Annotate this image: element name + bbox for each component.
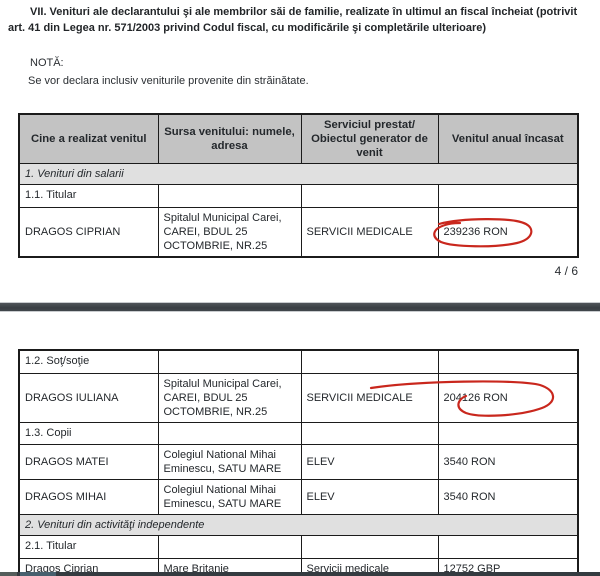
table-row: DRAGOS CIPRIAN Spitalul Municipal Carei, … [18,206,579,257]
note-text: Se vor declara inclusiv veniturile prove… [28,75,309,87]
table-cell [300,184,439,208]
scrollbar-thumb[interactable] [20,572,56,576]
note-label: NOTĂ: [30,57,64,69]
table-cell: 204126 RON [369,372,579,423]
table-cell: SERVICII MEDICALE [300,206,439,257]
table-cell: 2.1. Titular [18,535,159,559]
category-label: 1. Venituri din salarii [18,163,579,185]
category-label: 2. Venituri din activităţi independente [18,514,579,536]
table-cell [437,535,579,559]
table-header-row: Cine a realizat venitul Sursa venitului: … [18,113,579,164]
table-cell: 3540 RON [437,479,579,515]
table-cell: Colegiul National Mihai Eminescu, SATU M… [157,479,302,515]
scrollbar-edge [0,572,17,576]
category-row: 1. Venituri din salarii [18,163,579,185]
table-cell: 1.3. Copii [18,421,159,445]
column-header: Cine a realizat venitul [18,113,159,164]
table-cell [157,184,302,208]
table-cell: 3540 RON [437,444,579,480]
column-header: Sursa venitului: numele, adresa [157,113,302,164]
table-row: DRAGOS MIHAI Colegiul National Mihai Emin… [18,479,579,515]
table-cell: Servicii medicale [300,557,439,576]
table-cell: DRAGOS CIPRIAN [18,206,159,257]
table-cell: DRAGOS MIHAI [18,479,159,515]
table-cell: Dragos Ciprian [18,557,159,576]
table-cell: ELEV [300,479,439,515]
table-row: 1.3. Copii [18,421,579,445]
table-cell: ELEV [300,444,439,480]
section-vii-heading: VII. Venituri ale declarantului şi ale m… [8,6,578,34]
bottom-scrollbar[interactable] [0,572,600,576]
table-cell: Colegiul National Mihai Eminescu, SATU M… [157,444,302,480]
table-cell [157,421,302,445]
table-cell [437,184,579,208]
table-row: 1.1. Titular [18,184,579,208]
income-table-page4: Cine a realizat venitul Sursa venitului: … [18,113,579,258]
circled-amount: 239236 RON [432,217,532,247]
table-cell [300,421,439,445]
table-cell [157,535,302,559]
table-cell [437,349,579,374]
table-cell [157,349,302,374]
table-cell: 1.1. Titular [18,184,159,208]
table-row: Dragos Ciprian Mare Britanie Servicii medi… [18,557,579,576]
circled-amount: 204126 RON [369,379,554,417]
table-cell [300,349,439,374]
table-cell [437,421,579,445]
table-cell: Mare Britanie [157,557,302,576]
income-table-page5: 1.2. Soţ/soţie DRAGOS IULIANA Spitalul Mun… [18,349,579,576]
table-cell: 239236 RON [432,206,579,257]
table-cell: DRAGOS IULIANA [18,372,159,423]
table-row: DRAGOS MATEI Colegiul National Mihai Emin… [18,444,579,480]
table-row: 1.2. Soţ/soţie [18,349,579,374]
table-cell: Spitalul Municipal Carei, CAREI, BDUL 25… [157,372,302,423]
page-separator [0,302,600,312]
column-header: Venitul anual încasat [437,113,579,164]
table-cell: Spitalul Municipal Carei, CAREI, BDUL 25… [157,206,302,257]
table-cell: 12752 GBP [437,557,579,576]
table-cell: SERVICII MEDICALE [300,372,439,423]
table-cell [300,535,439,559]
table-cell: 1.2. Soţ/soţie [18,349,159,374]
column-header: Serviciul prestat/ Obiectul generator de… [300,113,439,164]
table-row: 2.1. Titular [18,535,579,559]
red-circle-annotation [432,217,532,247]
table-cell: DRAGOS MATEI [18,444,159,480]
page-number: 4 / 6 [554,264,578,278]
category-row: 2. Venituri din activităţi independente [18,514,579,536]
table-row: DRAGOS IULIANA Spitalul Municipal Carei, … [18,372,579,423]
